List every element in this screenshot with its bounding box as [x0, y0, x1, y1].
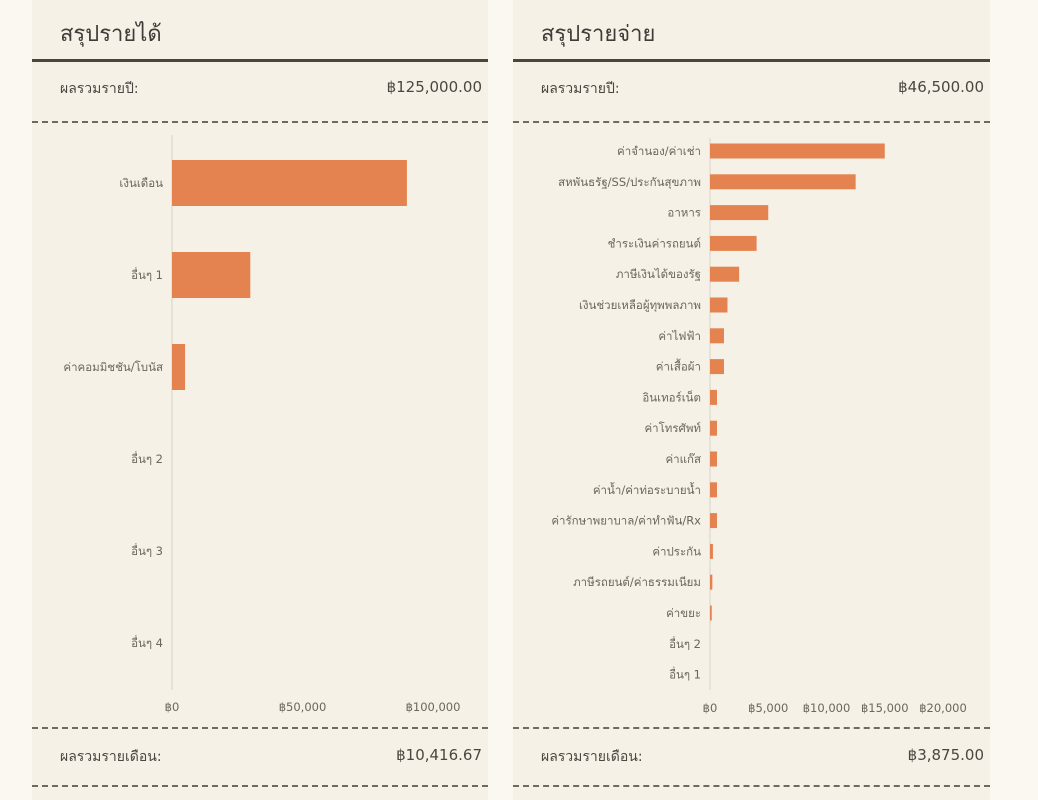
category-label: อื่นๆ 2	[131, 451, 163, 466]
bar	[710, 389, 717, 405]
bar	[710, 513, 717, 529]
expense-title: สรุปรายจ่าย	[541, 22, 656, 47]
title-divider	[513, 59, 990, 62]
expense-summary-panel: สรุปรายจ่าย ผลรวมรายปี: ฿46,500.00 ผลรวม…	[513, 0, 990, 800]
monthly-label: ผลรวมรายเดือน:	[60, 749, 162, 765]
category-label: ค่าคอมมิชชัน/โบนัส	[63, 360, 163, 374]
bar	[710, 605, 712, 621]
bar	[710, 420, 717, 436]
bar	[710, 143, 885, 159]
category-label: เงินเดือน	[119, 176, 163, 190]
category-label: ค่าแก๊ส	[665, 452, 701, 466]
category-label: อื่นๆ 4	[131, 635, 163, 650]
category-label: อื่นๆ 2	[669, 636, 701, 651]
divider	[32, 121, 488, 123]
income-summary-panel: สรุปรายได้ ผลรวมรายปี: ฿125,000.00 ผลรวม…	[32, 0, 488, 800]
divider	[513, 121, 990, 123]
bar	[710, 235, 757, 251]
expense-bar-chart: ค่าจำนอง/ค่าเช่าสหพันธรัฐ/SS/ประกันสุขภา…	[551, 138, 967, 715]
category-label: อื่นๆ 1	[669, 667, 701, 682]
bar	[710, 297, 728, 313]
income-monthly-row: ผลรวมรายเดือน: ฿10,416.67	[60, 746, 482, 768]
bar	[710, 451, 717, 467]
x-tick-label: ฿100,000	[406, 700, 461, 714]
annual-value: ฿46,500.00	[898, 78, 984, 96]
expense-monthly-row: ผลรวมรายเดือน: ฿3,875.00	[541, 746, 984, 768]
bar	[172, 344, 186, 390]
income-title: สรุปรายได้	[60, 22, 162, 47]
category-label: ชำระเงินค่ารถยนต์	[608, 236, 701, 250]
divider	[513, 727, 990, 729]
x-tick-label: ฿5,000	[748, 701, 788, 715]
category-label: อื่นๆ 3	[131, 543, 163, 558]
x-tick-label: ฿50,000	[279, 700, 327, 714]
x-tick-label: ฿0	[165, 700, 180, 714]
bar	[172, 160, 407, 206]
x-tick-label: ฿0	[703, 701, 718, 715]
category-label: ค่าจำนอง/ค่าเช่า	[617, 144, 701, 158]
annual-label: ผลรวมรายปี:	[541, 81, 620, 97]
divider	[32, 785, 488, 787]
x-tick-label: ฿15,000	[861, 701, 909, 715]
category-label: ภาษีเงินได้ของรัฐ	[616, 267, 701, 281]
divider	[32, 727, 488, 729]
bar	[710, 266, 740, 282]
bar	[710, 574, 713, 590]
monthly-value: ฿10,416.67	[396, 746, 482, 764]
bar	[710, 328, 724, 344]
annual-value: ฿125,000.00	[386, 78, 482, 96]
category-label: ค่าโทรศัพท์	[644, 421, 701, 435]
category-label: ค่าประกัน	[652, 544, 701, 558]
category-label: ค่าน้ำ/ค่าท่อระบายน้ำ	[593, 482, 701, 497]
category-label: ค่ารักษาพยาบาล/ค่าทำฟัน/Rx	[551, 514, 701, 528]
divider	[513, 785, 990, 787]
category-label: อื่นๆ 1	[131, 267, 163, 282]
monthly-label: ผลรวมรายเดือน:	[541, 749, 643, 765]
bar	[710, 543, 713, 559]
annual-label: ผลรวมรายปี:	[60, 81, 139, 97]
income-annual-row: ผลรวมรายปี: ฿125,000.00	[60, 78, 482, 100]
category-label: ค่าไฟฟ้า	[658, 329, 701, 343]
bar	[172, 252, 251, 298]
bar	[710, 174, 856, 190]
category-label: สหพันธรัฐ/SS/ประกันสุขภาพ	[558, 175, 701, 189]
title-divider	[32, 59, 488, 62]
bar	[710, 482, 717, 498]
category-label: ค่าเสื้อผ้า	[656, 359, 701, 374]
monthly-value: ฿3,875.00	[907, 746, 984, 764]
bar	[710, 205, 769, 221]
income-bar-chart: เงินเดือนอื่นๆ 1 ค่าคอมมิชชัน/โบนัสอื่นๆ …	[63, 135, 460, 714]
category-label: เงินช่วยเหลือผู้ทุพพลภาพ	[579, 298, 701, 312]
category-label: อินเทอร์เน็ต	[642, 389, 701, 404]
category-label: ค่าขยะ	[666, 606, 701, 620]
x-tick-label: ฿10,000	[803, 701, 851, 715]
category-label: ภาษีรถยนต์/ค่าธรรมเนียม	[573, 575, 701, 589]
x-tick-label: ฿20,000	[919, 701, 967, 715]
expense-annual-row: ผลรวมรายปี: ฿46,500.00	[541, 78, 984, 100]
bar	[710, 359, 724, 375]
category-label: อาหาร	[667, 206, 701, 220]
